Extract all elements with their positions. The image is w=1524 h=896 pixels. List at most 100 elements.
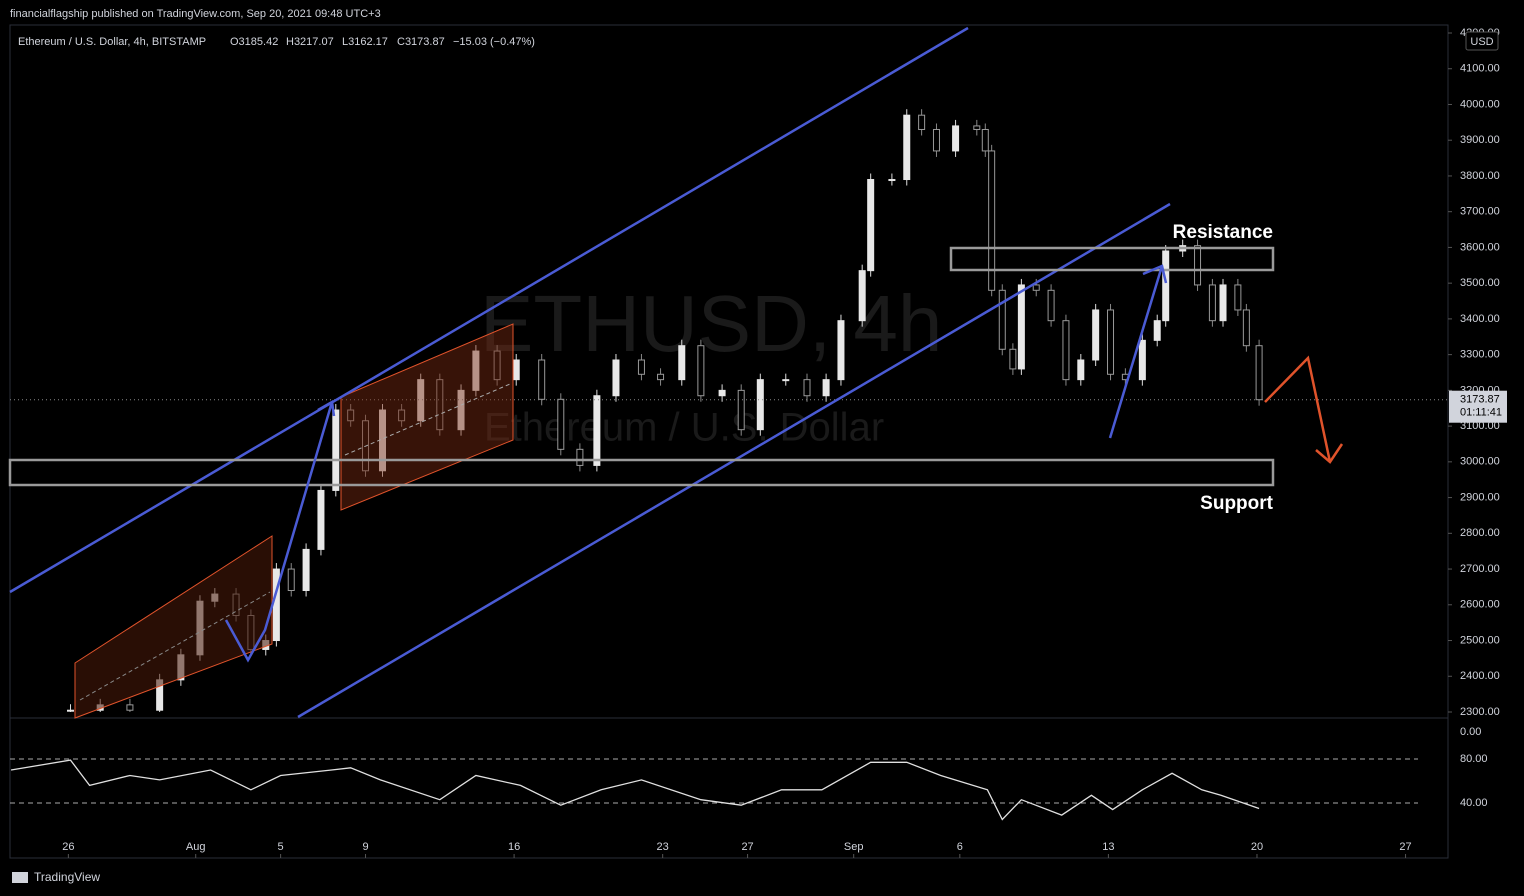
candle-body (998, 289, 1006, 350)
candle-body (302, 548, 310, 591)
candle-body (858, 270, 866, 322)
candle-body (952, 125, 960, 152)
symbol-legend: Ethereum / U.S. Dollar, 4h, BITSTAMP O31… (18, 36, 535, 48)
candle-body (436, 379, 444, 431)
candle-body (1032, 284, 1040, 291)
candle-body (593, 395, 601, 466)
footer-brand: TradingView (34, 870, 100, 884)
x-tick-label: 27 (1399, 841, 1411, 853)
publisher-line: financialflagship published on TradingVi… (10, 8, 381, 20)
y-tick-label: 2500.00 (1460, 634, 1500, 646)
x-tick-label: 27 (741, 841, 753, 853)
candle-body (1194, 245, 1202, 286)
channel-mid (79, 591, 271, 701)
x-tick-label: Sep (844, 841, 864, 853)
y-tick-label: 2700.00 (1460, 563, 1500, 575)
arrow-head (1315, 443, 1344, 464)
candle-body (538, 359, 546, 400)
footer-bar (0, 861, 1524, 896)
rsi-tick-label: 80.00 (1460, 753, 1488, 765)
candle-body (903, 114, 911, 181)
trend-line (9, 26, 969, 594)
candle-body (718, 389, 726, 397)
rsi-tick-label: 40.00 (1460, 797, 1488, 809)
y-tick-label: 2400.00 (1460, 670, 1500, 682)
candle-body (867, 179, 875, 272)
candle-body (697, 345, 705, 397)
projection-arrow (1264, 355, 1332, 463)
wave-arrow (1108, 265, 1164, 439)
x-tick-label: 13 (1102, 841, 1114, 853)
candle-body (973, 125, 981, 130)
currency-badge[interactable] (1465, 31, 1499, 51)
candle-body (126, 704, 134, 711)
candle-body (1242, 309, 1250, 347)
candle-body (981, 128, 989, 152)
y-tick-label: 2300.00 (1460, 706, 1500, 718)
close: C3173.87 (397, 36, 445, 48)
y-tick-label: 3100.00 (1460, 420, 1500, 432)
candle-body (1255, 345, 1263, 401)
candle-body (1107, 309, 1115, 375)
candle-body (1009, 348, 1017, 370)
candle-body (472, 350, 480, 391)
y-tick-label: 3600.00 (1460, 241, 1500, 253)
candle-body (678, 345, 686, 381)
candle-body (756, 379, 764, 431)
candle-body (932, 128, 940, 152)
y-tick-label: 3300.00 (1460, 349, 1500, 361)
last-price-box (1449, 390, 1507, 423)
x-tick-label: 5 (278, 841, 284, 853)
watermark-symbol: ETHUSD, 4h (480, 279, 942, 368)
countdown: 01:11:41 (1460, 407, 1502, 419)
x-tick-label: 23 (657, 841, 669, 853)
high: H3217.07 (286, 36, 334, 48)
y-tick-label: 2800.00 (1460, 527, 1500, 539)
candle-body (512, 359, 520, 381)
candle-body (576, 448, 584, 466)
candle-body (457, 389, 465, 431)
change: −15.03 (−0.47%) (453, 36, 535, 48)
candle-body (398, 409, 406, 422)
resistance-zone (949, 246, 1275, 272)
y-tick-label: 2900.00 (1460, 491, 1500, 503)
candle-body (493, 350, 501, 381)
candle-body (287, 568, 295, 591)
candle-body (1047, 289, 1055, 322)
candle-body (66, 709, 74, 712)
candle-body (918, 114, 926, 130)
candle-body (612, 359, 620, 397)
candle-body (332, 409, 340, 491)
y-tick-label: 3900.00 (1460, 134, 1500, 146)
candle-body (803, 379, 811, 397)
y-tick-label: 3800.00 (1460, 170, 1500, 182)
y-tick-label: 3000.00 (1460, 456, 1500, 468)
support-label: Support (1200, 493, 1273, 514)
symbol: Ethereum / U.S. Dollar, 4h, BITSTAMP (18, 36, 206, 48)
channel-box (74, 535, 273, 719)
candle-body (837, 320, 845, 381)
candle-body (1138, 339, 1146, 381)
candle-body (1017, 284, 1025, 370)
candle-body (782, 379, 790, 382)
candle-body (557, 398, 565, 450)
candle-body (1234, 284, 1242, 311)
candle-body (417, 379, 425, 422)
watermark-name: Ethereum / U.S. Dollar (484, 406, 884, 450)
y-tick-label: 3400.00 (1460, 313, 1500, 325)
x-tick-label: 9 (362, 841, 368, 853)
x-tick-label: 6 (957, 841, 963, 853)
candle-body (657, 373, 665, 381)
y-tick-label: 2600.00 (1460, 599, 1500, 611)
x-tick-label: Aug (186, 841, 206, 853)
resistance-label: Resistance (1173, 222, 1273, 243)
candle-body (1077, 359, 1085, 381)
x-tick-label: 20 (1251, 841, 1263, 853)
wave-arrow (224, 401, 334, 663)
y-tick-label: 3500.00 (1460, 277, 1500, 289)
candle-body (1162, 250, 1170, 322)
low: L3162.17 (342, 36, 388, 48)
y-tick-label: 4000.00 (1460, 98, 1500, 110)
arrow-head (1142, 264, 1168, 284)
candle-body (1092, 309, 1100, 361)
